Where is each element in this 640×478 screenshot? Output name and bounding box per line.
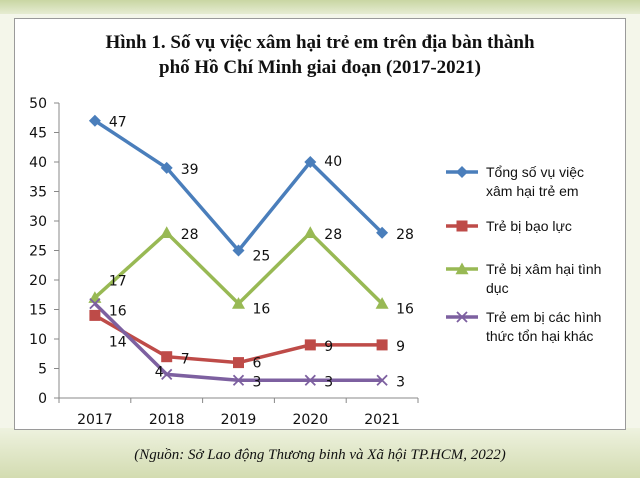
legend-label: Trẻ em bị các hình [486,309,601,325]
data-label: 39 [181,162,199,178]
y-tick-label: 20 [29,273,47,289]
data-label: 3 [253,374,262,390]
chart-frame [14,18,626,430]
top-decorative-band [0,0,640,14]
data-point [88,114,101,127]
data-point [304,156,317,168]
data-point [160,161,173,174]
data-label: 3 [396,374,405,390]
data-label: 7 [181,352,190,368]
data-label: 16 [253,302,271,318]
bottom-decorative-band [0,428,640,478]
x-tick-label: 2017 [77,412,113,428]
data-point [89,297,101,310]
data-point [304,339,316,351]
data-label: 16 [109,304,127,320]
legend-label: dục [486,280,509,296]
legend-label: thức tổn hại khác [486,328,593,344]
data-label: 9 [396,339,405,355]
y-tick-label: 25 [29,244,47,260]
y-tick-label: 0 [38,391,47,407]
data-label: 28 [324,227,342,243]
data-label: 25 [253,249,271,265]
x-tick-label: 2021 [364,412,400,428]
series-line [93,230,384,307]
data-label: 28 [181,227,199,243]
data-label: 47 [109,115,127,131]
chart-title: Hình 1. Số vụ việc xâm hại trẻ em trên đ… [30,30,610,80]
data-label: 17 [109,274,127,290]
data-point [232,244,245,257]
data-point [161,351,173,363]
data-point [375,297,389,309]
legend-label: Trẻ bị bạo lực [486,218,572,234]
data-point [160,226,174,238]
data-point [232,297,245,309]
data-point [376,374,388,386]
data-label: 3 [324,374,333,390]
data-label: 6 [253,356,262,372]
data-label: 40 [324,154,342,170]
data-point [161,368,173,381]
y-tick-label: 40 [29,155,47,171]
y-tick-label: 50 [29,96,47,112]
y-tick-label: 5 [38,362,47,378]
x-tick-label: 2020 [292,412,328,428]
data-point [304,374,316,386]
legend-label: Tổng số vụ việc [486,164,584,180]
source-note: (Nguồn: Sở Lao động Thương binh và Xã hộ… [134,447,506,463]
data-point [303,226,317,238]
legend-swatch-marker [455,262,469,275]
series-line [94,313,383,365]
data-point [376,339,388,351]
data-point [233,357,244,369]
legend-swatch-marker [456,220,468,232]
data-label: 4 [155,364,164,380]
legend-swatch-marker [456,166,468,178]
data-point [89,309,101,321]
y-tick-label: 45 [29,126,47,142]
data-point [232,374,245,386]
data-label: 9 [324,339,333,355]
legend-label: Trẻ bị xâm hại tình [486,261,601,277]
data-label: 28 [396,227,414,243]
chart-title-line-2: phố Hồ Chí Minh giai đoạn (2017-2021) [159,57,481,78]
y-tick-label: 35 [29,185,47,201]
data-label: 14 [109,334,127,350]
legend-label: xâm hại trẻ em [486,183,579,199]
y-tick-label: 10 [29,332,47,348]
y-tick-label: 15 [29,303,47,319]
x-tick-label: 2019 [221,412,257,428]
data-point [376,226,389,239]
chart-title-line-1: Hình 1. Số vụ việc xâm hại trẻ em trên đ… [105,32,535,53]
data-label: 16 [396,302,414,318]
x-tick-label: 2018 [149,412,185,428]
legend-swatch-marker [456,311,468,323]
y-tick-label: 30 [29,214,47,230]
